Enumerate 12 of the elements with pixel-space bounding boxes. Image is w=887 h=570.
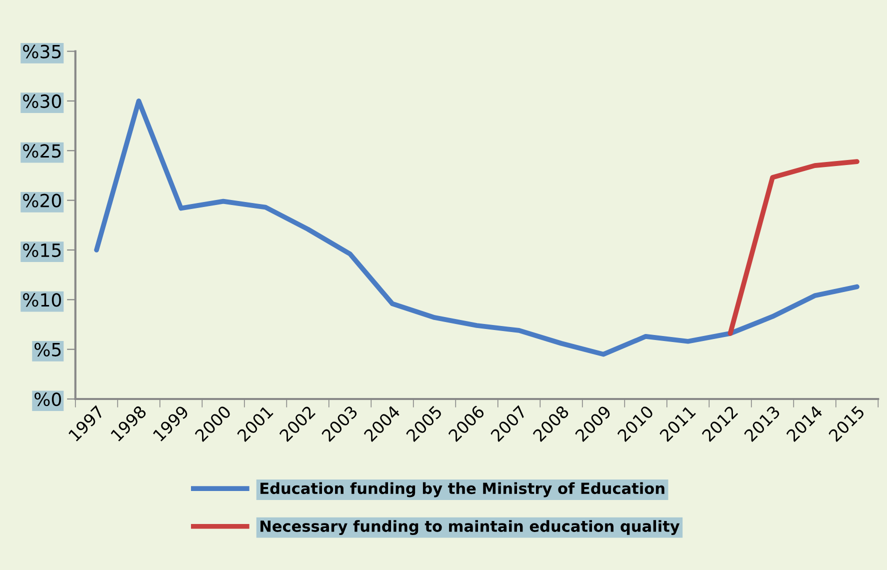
- y-tick-label: %15: [23, 243, 61, 258]
- y-tick-label: %5: [34, 342, 61, 356]
- y-tick-label: %20: [23, 194, 61, 208]
- y-tick-label: %35: [23, 44, 61, 58]
- y-tick-label: %30: [23, 94, 61, 108]
- y-tick-label: %25: [23, 144, 61, 158]
- y-tick-label: %10: [23, 293, 61, 307]
- line-series: [728, 159, 860, 336]
- legend-label: Necessary funding to maintain education quality: [260, 520, 680, 536]
- y-tick-label: %0: [34, 392, 61, 406]
- line-series: [94, 98, 860, 357]
- legend-label: Education funding by the Ministry of Education: [260, 482, 664, 498]
